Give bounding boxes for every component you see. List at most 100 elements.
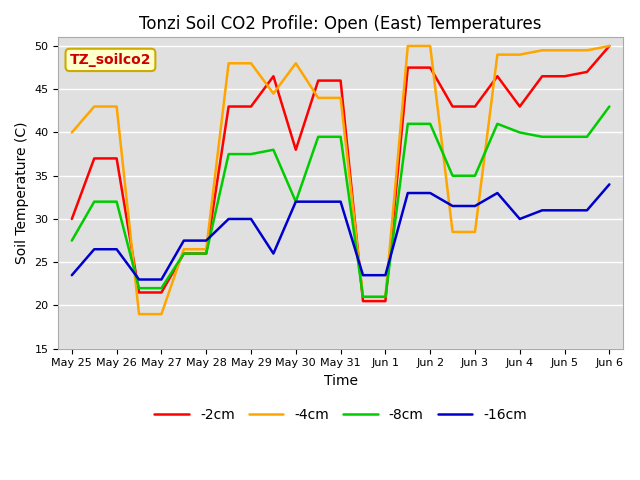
-2cm	[314, 78, 322, 84]
-8cm	[113, 199, 120, 204]
-2cm	[493, 73, 501, 79]
-4cm	[68, 130, 76, 135]
-8cm	[68, 238, 76, 243]
-4cm	[314, 95, 322, 101]
-16cm	[269, 251, 277, 256]
-4cm	[516, 52, 524, 58]
-4cm	[135, 311, 143, 317]
-2cm	[449, 104, 456, 109]
-8cm	[381, 294, 389, 300]
-16cm	[605, 181, 613, 187]
-16cm	[493, 190, 501, 196]
-4cm	[269, 91, 277, 96]
-16cm	[314, 199, 322, 204]
-2cm	[538, 73, 546, 79]
-2cm	[292, 147, 300, 153]
-16cm	[180, 238, 188, 243]
-8cm	[583, 134, 591, 140]
-16cm	[404, 190, 412, 196]
-16cm	[135, 276, 143, 282]
-2cm	[247, 104, 255, 109]
-2cm	[202, 251, 210, 256]
Line: -2cm: -2cm	[72, 46, 609, 301]
-4cm	[157, 311, 165, 317]
-4cm	[404, 43, 412, 49]
-8cm	[516, 130, 524, 135]
-2cm	[225, 104, 232, 109]
-2cm	[68, 216, 76, 222]
-4cm	[292, 60, 300, 66]
X-axis label: Time: Time	[324, 374, 358, 388]
-2cm	[605, 43, 613, 49]
-4cm	[426, 43, 434, 49]
-16cm	[359, 272, 367, 278]
Line: -8cm: -8cm	[72, 107, 609, 297]
Title: Tonzi Soil CO2 Profile: Open (East) Temperatures: Tonzi Soil CO2 Profile: Open (East) Temp…	[140, 15, 542, 33]
-16cm	[538, 207, 546, 213]
-8cm	[605, 104, 613, 109]
-2cm	[337, 78, 344, 84]
-4cm	[605, 43, 613, 49]
-4cm	[225, 60, 232, 66]
-4cm	[247, 60, 255, 66]
-2cm	[269, 73, 277, 79]
-8cm	[292, 199, 300, 204]
-4cm	[449, 229, 456, 235]
-2cm	[113, 156, 120, 161]
-4cm	[381, 294, 389, 300]
-2cm	[404, 65, 412, 71]
Text: TZ_soilco2: TZ_soilco2	[70, 53, 151, 67]
-4cm	[493, 52, 501, 58]
-2cm	[90, 156, 98, 161]
-8cm	[247, 151, 255, 157]
-2cm	[135, 289, 143, 295]
-4cm	[180, 246, 188, 252]
-4cm	[202, 246, 210, 252]
-2cm	[359, 298, 367, 304]
-2cm	[561, 73, 568, 79]
-4cm	[337, 95, 344, 101]
Y-axis label: Soil Temperature (C): Soil Temperature (C)	[15, 122, 29, 264]
-16cm	[337, 199, 344, 204]
Line: -4cm: -4cm	[72, 46, 609, 314]
-8cm	[359, 294, 367, 300]
-2cm	[180, 251, 188, 256]
-8cm	[449, 173, 456, 179]
-16cm	[68, 272, 76, 278]
-16cm	[247, 216, 255, 222]
-16cm	[90, 246, 98, 252]
-16cm	[292, 199, 300, 204]
-16cm	[561, 207, 568, 213]
-16cm	[157, 276, 165, 282]
-8cm	[471, 173, 479, 179]
Line: -16cm: -16cm	[72, 184, 609, 279]
-4cm	[90, 104, 98, 109]
-8cm	[314, 134, 322, 140]
-8cm	[269, 147, 277, 153]
-8cm	[493, 121, 501, 127]
-8cm	[538, 134, 546, 140]
-16cm	[225, 216, 232, 222]
-8cm	[135, 285, 143, 291]
-2cm	[583, 69, 591, 75]
-4cm	[113, 104, 120, 109]
-8cm	[202, 251, 210, 256]
-16cm	[471, 203, 479, 209]
-4cm	[538, 48, 546, 53]
-8cm	[404, 121, 412, 127]
-16cm	[516, 216, 524, 222]
-8cm	[337, 134, 344, 140]
-2cm	[157, 289, 165, 295]
-8cm	[561, 134, 568, 140]
-8cm	[225, 151, 232, 157]
-2cm	[381, 298, 389, 304]
-8cm	[90, 199, 98, 204]
-16cm	[113, 246, 120, 252]
-16cm	[449, 203, 456, 209]
-4cm	[359, 294, 367, 300]
-8cm	[426, 121, 434, 127]
-16cm	[202, 238, 210, 243]
-2cm	[516, 104, 524, 109]
Legend: -2cm, -4cm, -8cm, -16cm: -2cm, -4cm, -8cm, -16cm	[148, 402, 532, 428]
-4cm	[471, 229, 479, 235]
